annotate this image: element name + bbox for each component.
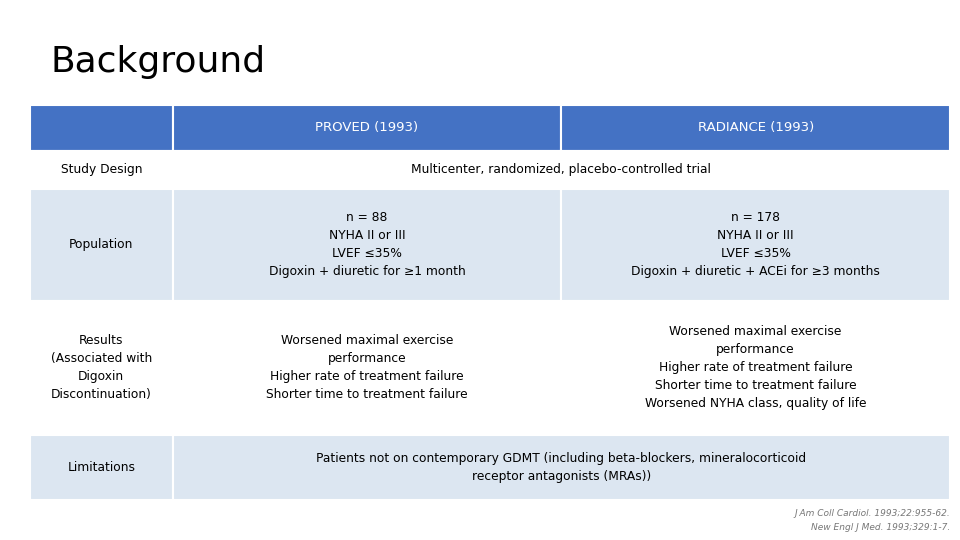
- Text: PROVED (1993): PROVED (1993): [316, 122, 419, 134]
- Text: J Am Coll Cardiol. 1993;22:955-62.: J Am Coll Cardiol. 1993;22:955-62.: [794, 509, 950, 518]
- Bar: [30, 435, 173, 500]
- Text: Worsened maximal exercise
performance
Higher rate of treatment failure
Shorter t: Worsened maximal exercise performance Hi…: [645, 326, 866, 410]
- Text: Study Design: Study Design: [60, 164, 142, 177]
- Text: Background: Background: [50, 45, 265, 79]
- Bar: [173, 435, 950, 500]
- Bar: [562, 189, 950, 301]
- Text: Population: Population: [69, 239, 133, 252]
- Bar: [30, 151, 173, 189]
- Bar: [30, 301, 173, 435]
- Bar: [173, 189, 562, 301]
- Bar: [562, 301, 950, 435]
- Bar: [173, 301, 562, 435]
- Bar: [562, 105, 950, 151]
- Text: n = 88
NYHA II or III
LVEF ≤35%
Digoxin + diuretic for ≥1 month: n = 88 NYHA II or III LVEF ≤35% Digoxin …: [269, 212, 466, 279]
- Bar: [173, 151, 950, 189]
- Text: Worsened maximal exercise
performance
Higher rate of treatment failure
Shorter t: Worsened maximal exercise performance Hi…: [266, 334, 468, 401]
- Text: Limitations: Limitations: [67, 461, 135, 474]
- Bar: [173, 105, 562, 151]
- Text: RADIANCE (1993): RADIANCE (1993): [698, 122, 814, 134]
- Text: Results
(Associated with
Digoxin
Discontinuation): Results (Associated with Digoxin Discont…: [51, 334, 152, 401]
- Bar: [30, 189, 173, 301]
- Text: Patients not on contemporary GDMT (including beta-blockers, mineralocorticoid
re: Patients not on contemporary GDMT (inclu…: [316, 452, 806, 483]
- Bar: [30, 105, 173, 151]
- Text: New Engl J Med. 1993;329:1-7.: New Engl J Med. 1993;329:1-7.: [811, 523, 950, 532]
- Text: Multicenter, randomized, placebo-controlled trial: Multicenter, randomized, placebo-control…: [412, 164, 711, 177]
- Text: n = 178
NYHA II or III
LVEF ≤35%
Digoxin + diuretic + ACEi for ≥3 months: n = 178 NYHA II or III LVEF ≤35% Digoxin…: [632, 212, 880, 279]
